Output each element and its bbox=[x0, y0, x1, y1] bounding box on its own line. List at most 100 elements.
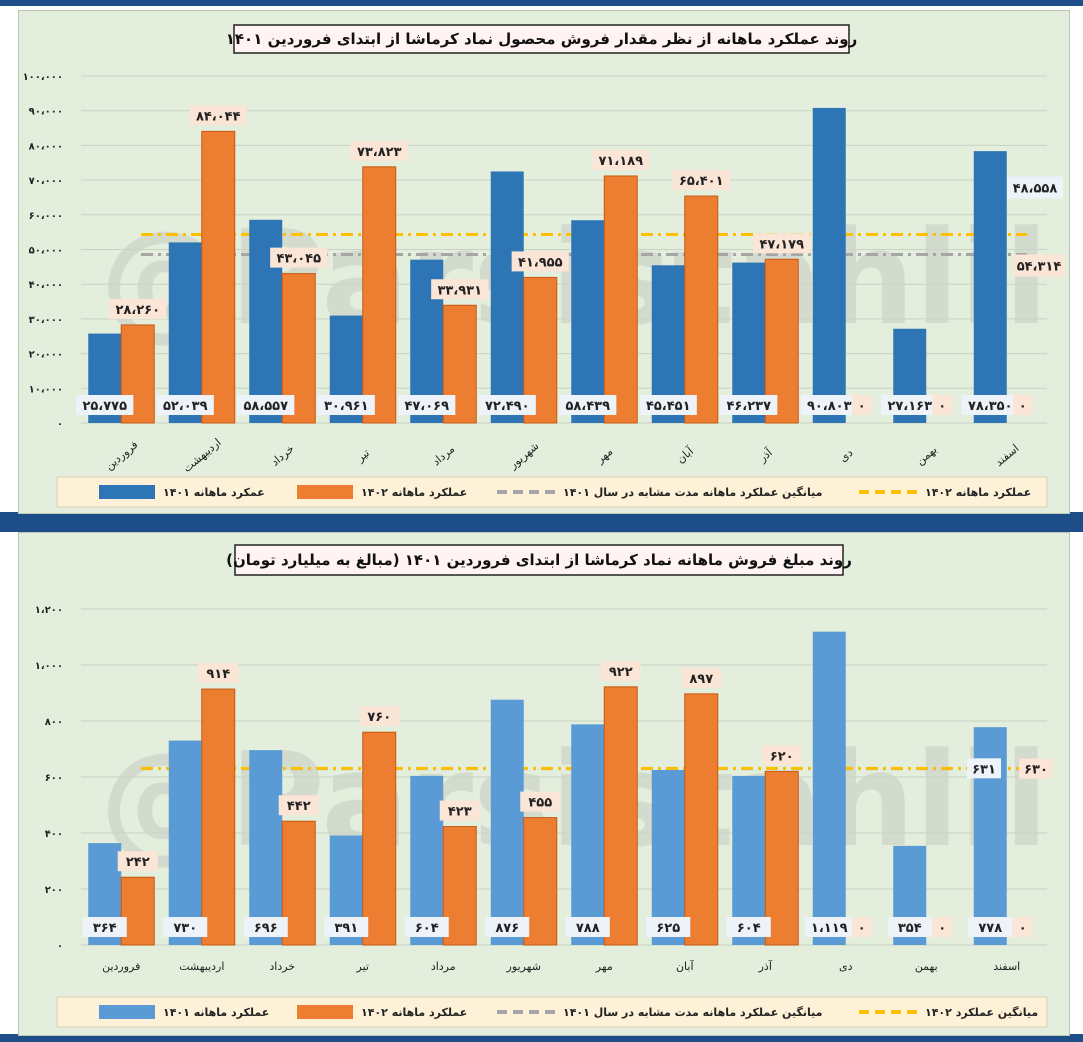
data-label-1401: ۵۸،۵۵۷ bbox=[243, 399, 288, 414]
data-label-bg bbox=[1012, 395, 1033, 415]
x-category-label: تیر bbox=[356, 960, 369, 973]
x-category-label: دی bbox=[839, 960, 853, 973]
y-tick-label: ۱۰۰،۰۰۰ bbox=[23, 72, 63, 83]
data-label-bg bbox=[163, 917, 208, 937]
data-label-bg bbox=[324, 917, 369, 937]
y-tick-label: ۵۰،۰۰۰ bbox=[29, 246, 63, 257]
data-label-1402: ۹۲۲ bbox=[609, 665, 633, 680]
bar-1401 bbox=[571, 220, 605, 423]
x-category-label: شهریور bbox=[506, 960, 541, 973]
data-label-bg bbox=[592, 149, 650, 170]
data-label-1402: ۸۹۷ bbox=[689, 672, 713, 687]
data-label-bg bbox=[565, 917, 610, 937]
data-label-1402: ۸۴،۰۴۴ bbox=[196, 109, 241, 124]
legend-1402-label: عملکرد ماهانه ۱۴۰۲ bbox=[361, 1006, 467, 1019]
data-label-1402: ۰ bbox=[858, 921, 866, 936]
x-category-label: آذر bbox=[758, 959, 773, 973]
bar-1402 bbox=[201, 688, 236, 946]
data-label-1401: ۳۰،۹۶۱ bbox=[324, 399, 369, 414]
bar-1401 bbox=[732, 775, 766, 945]
data-label-1402: ۴۷،۱۷۹ bbox=[759, 237, 804, 252]
data-label-1402: ۷۳،۸۲۳ bbox=[357, 145, 402, 160]
data-label-bg bbox=[851, 395, 872, 415]
x-category-label: اردیبهشت bbox=[181, 436, 224, 475]
y-tick-label: ۳۰،۰۰۰ bbox=[29, 315, 63, 326]
x-category-label: آذر bbox=[755, 445, 776, 466]
data-label-bg bbox=[243, 917, 288, 937]
data-label-bg bbox=[359, 706, 400, 727]
data-label-1402: ۷۶۰ bbox=[367, 710, 391, 725]
bar-1402 bbox=[684, 195, 719, 424]
data-label-bg bbox=[726, 917, 771, 937]
y-tick-label: ۲۰،۰۰۰ bbox=[29, 350, 63, 361]
data-label-1402: ۴۴۲ bbox=[287, 799, 311, 814]
bar-1402 bbox=[362, 166, 397, 424]
data-label-bg bbox=[851, 917, 872, 937]
data-label-bg bbox=[753, 233, 811, 254]
data-label-1402: ۰ bbox=[938, 921, 946, 936]
average-label-1401: ۶۳۰ bbox=[1024, 763, 1048, 778]
average-label-1401: ۴۸،۵۵۸ bbox=[1013, 182, 1058, 197]
data-label-1401: ۶۹۶ bbox=[254, 921, 278, 936]
background-band-top bbox=[0, 0, 1083, 6]
y-tick-label: ۰ bbox=[57, 419, 63, 430]
x-category-label: مرداد bbox=[431, 960, 456, 973]
x-category-label: اردیبهشت bbox=[179, 960, 224, 973]
x-category-label: بهمن bbox=[914, 443, 940, 468]
legend-average-1402-label: میانگین عملکرد ۱۴۰۲ bbox=[925, 1006, 1038, 1019]
data-label-bg bbox=[317, 395, 375, 415]
y-tick-label: ۴۰۰ bbox=[45, 829, 63, 840]
data-label-bg bbox=[1012, 917, 1033, 937]
y-tick-label: ۷۰،۰۰۰ bbox=[29, 176, 63, 187]
y-tick-label: ۰ bbox=[57, 941, 63, 952]
x-category-label: آبان bbox=[674, 443, 697, 466]
data-label-1401: ۵۸،۴۳۹ bbox=[565, 399, 610, 414]
bar-1401 bbox=[490, 699, 524, 945]
data-label-1401: ۳۹۱ bbox=[334, 921, 358, 936]
data-label-1402: ۶۵،۴۰۱ bbox=[679, 174, 724, 189]
data-label-1401: ۳۵۴ bbox=[898, 921, 922, 936]
x-category-label: خرداد bbox=[269, 442, 297, 469]
y-tick-label: ۶۰،۰۰۰ bbox=[29, 211, 63, 222]
data-label-bg bbox=[485, 917, 530, 937]
data-label-1401: ۶۰۴ bbox=[415, 921, 439, 936]
x-category-label: بهمن bbox=[915, 960, 938, 973]
data-label-1401: ۸۷۶ bbox=[495, 921, 519, 936]
data-label-1401: ۹۰،۸۰۳ bbox=[807, 399, 852, 414]
data-label-1401: ۴۶،۲۳۷ bbox=[726, 399, 771, 414]
bar-1402 bbox=[603, 175, 638, 424]
bar-1401 bbox=[410, 775, 444, 945]
data-label-bg bbox=[439, 800, 480, 821]
x-category-label: مهر bbox=[595, 960, 613, 973]
data-label-bg bbox=[520, 791, 561, 812]
chart-title: روند مبلغ فروش ماهانه نماد کرماشا از ابت… bbox=[226, 551, 852, 569]
data-label-bg bbox=[189, 105, 247, 126]
data-label-1401: ۵۲،۰۳۹ bbox=[163, 399, 208, 414]
data-label-1401: ۷۸۸ bbox=[576, 921, 600, 936]
data-label-bg bbox=[278, 795, 319, 816]
chart-panel-quantity: @Parsistahlilروند عملکرد ماهانه از نظر م… bbox=[18, 10, 1070, 514]
data-label-1402: ۰ bbox=[1019, 921, 1027, 936]
data-label-bg bbox=[887, 917, 932, 937]
y-tick-label: ۸۰۰ bbox=[45, 717, 63, 728]
data-label-bg bbox=[932, 917, 953, 937]
data-label-bg bbox=[478, 395, 536, 415]
x-category-label: دی bbox=[837, 446, 856, 465]
legend-1401-label: عمکرد ماهانه ۱۴۰۱ bbox=[163, 486, 265, 499]
bar-1401 bbox=[651, 770, 685, 945]
data-label-bg bbox=[559, 395, 617, 415]
bar-1401 bbox=[168, 242, 202, 423]
data-label-bg bbox=[511, 251, 569, 272]
average-label-bg bbox=[1019, 758, 1053, 779]
x-category-label: تیر bbox=[353, 446, 372, 465]
average-label-bg bbox=[1007, 176, 1063, 199]
y-tick-label: ۱،۲۰۰ bbox=[35, 605, 63, 616]
data-label-bg bbox=[76, 395, 134, 415]
data-label-1401: ۷۲،۴۹۰ bbox=[485, 399, 530, 414]
legend-average-1402-label: عملکرد ماهانه ۱۴۰۲ bbox=[925, 486, 1031, 499]
data-label-1401: ۲۷،۱۶۳ bbox=[887, 399, 932, 414]
bar-1401 bbox=[812, 107, 846, 424]
y-tick-label: ۲۰۰ bbox=[45, 885, 63, 896]
bar-1401 bbox=[490, 171, 524, 423]
legend-1402-label: عملکرد ماهانه ۱۴۰۲ bbox=[361, 486, 467, 499]
